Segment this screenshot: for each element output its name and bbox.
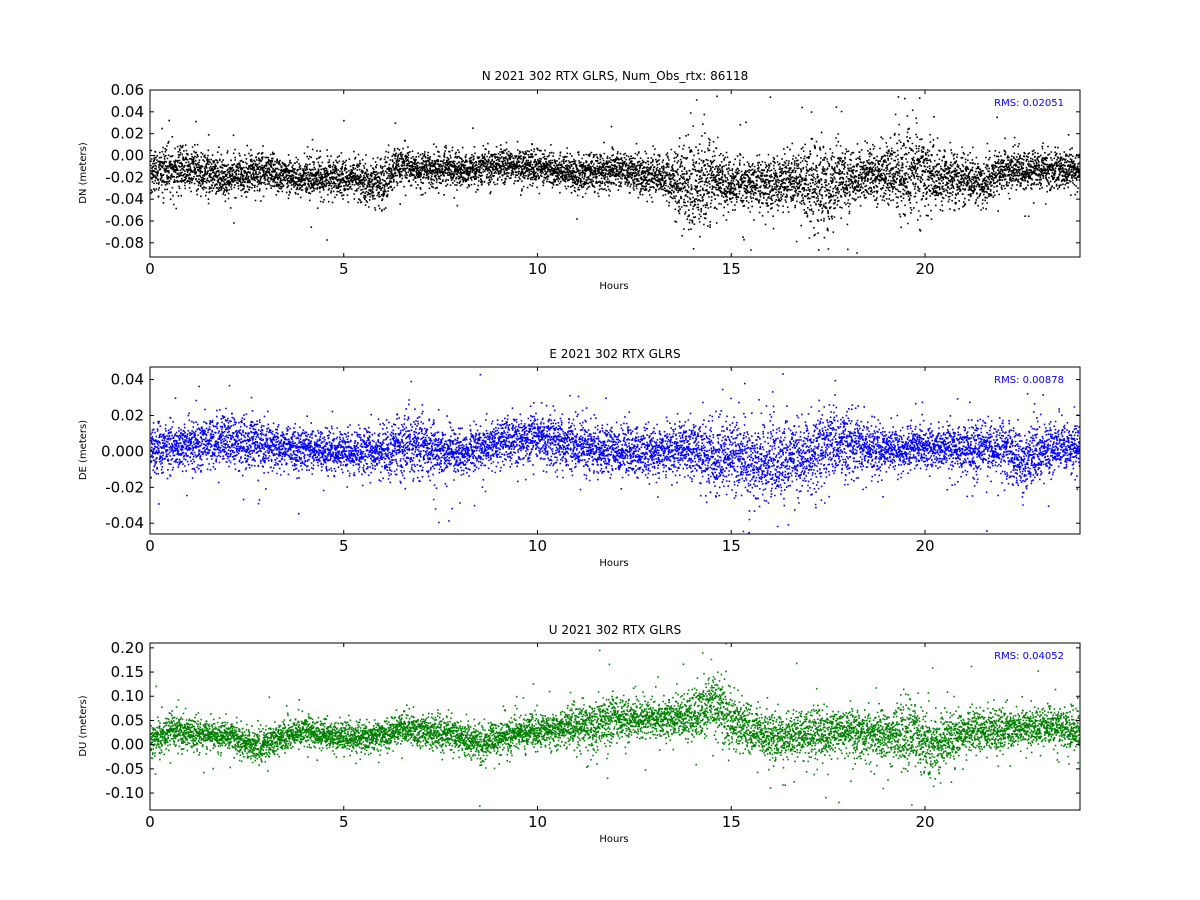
panel-up-ytick-label: 0.00 (111, 736, 144, 754)
panel-up-ylabel: DU (meters) (78, 695, 89, 756)
panel-east-xlabel: Hours (599, 558, 628, 569)
panel-up-ytick-label: 0.05 (111, 711, 144, 729)
panel-up-x-axis: 0 5 10 15 20 (145, 643, 935, 831)
panel-north-xtick-label: 10 (528, 260, 547, 278)
panel-up-xtick-label: 5 (339, 813, 349, 831)
panel-east-xtick-label: 0 (145, 537, 155, 555)
panel-north-title: N 2021 302 RTX GLRS, Num_Obs_rtx: 86118 (482, 69, 749, 83)
panel-east-xtick-label: 10 (528, 537, 547, 555)
panel-east-scatter-series (150, 373, 1080, 534)
panel-up-ytick-label: 0.10 (111, 687, 144, 705)
panel-north: N 2021 302 RTX GLRS, Num_Obs_rtx: 86118 … (78, 69, 1081, 292)
panel-north-ytick-label: -0.04 (105, 190, 144, 208)
panel-north-xtick-label: 20 (915, 260, 934, 278)
panel-up-ytick-label: -0.05 (105, 760, 144, 778)
panel-up-frame (149, 642, 1081, 811)
panel-north-ylabel: DN (meters) (78, 142, 89, 204)
panel-north-y-axis: 0.06 0.04 0.02 0.00 -0.02 -0.04 -0.06 -0.08 (105, 81, 1080, 252)
panel-east-points (150, 373, 1080, 534)
panel-east-title: E 2021 302 RTX GLRS (549, 347, 680, 361)
panel-east-ytick-label: 0.04 (111, 371, 144, 389)
panel-up-xtick-label: 0 (145, 813, 155, 831)
panel-up-title: U 2021 302 RTX GLRS (549, 623, 681, 637)
panel-east-rms: RMS: 0.00878 (994, 375, 1064, 386)
panel-north-ytick-label: -0.06 (105, 212, 144, 230)
panel-north-ytick-label: 0.02 (111, 125, 144, 143)
panel-north-scatter-series (150, 95, 1080, 254)
panel-north-xtick-label: 0 (145, 260, 155, 278)
panel-east-ytick-label: 0.02 (111, 406, 144, 424)
panel-north-xlabel: Hours (599, 281, 628, 292)
panel-up-xtick-label: 10 (528, 813, 547, 831)
panel-east-xtick-label: 15 (722, 537, 741, 555)
panel-up-ytick-label: 0.20 (111, 639, 144, 657)
panel-up-rms: RMS: 0.04052 (994, 651, 1064, 662)
panel-up-ytick-label: -0.10 (105, 784, 144, 802)
panel-north-ytick-label: 0.06 (111, 81, 144, 99)
panel-east-xtick-label: 20 (915, 537, 934, 555)
panel-north-ytick-label: 0.00 (111, 146, 144, 164)
panel-east-x-axis: 0 5 10 15 20 (145, 367, 935, 555)
panel-east: E 2021 302 RTX GLRS 0 5 10 15 20 0.040.020.0… (78, 347, 1081, 569)
panel-up: U 2021 302 RTX GLRS 0 5 10 15 20 0.20 0.15 0.1… (78, 623, 1081, 845)
panel-north-ytick-label: -0.08 (105, 234, 144, 252)
panel-north-frame (149, 89, 1081, 258)
panel-east-y-axis: 0.04 0.02 0.000 -0.02 -0.04 (101, 371, 1080, 532)
panel-east-ytick-label: -0.02 (105, 478, 144, 496)
panel-up-ytick-label: 0.15 (111, 663, 144, 681)
panel-north-points (150, 95, 1080, 254)
panel-up-xtick-label: 15 (722, 813, 741, 831)
panel-north-xtick-label: 15 (722, 260, 741, 278)
panel-up-y-axis: 0.20 0.15 0.10 0.05 0.00 -0.05 -0.10 (105, 639, 1080, 802)
panel-north-ytick-label: 0.04 (111, 103, 144, 121)
panel-north-xtick-label: 5 (339, 260, 349, 278)
panel-north-ytick-label: -0.02 (105, 168, 144, 186)
panel-up-xlabel: Hours (599, 834, 628, 845)
panel-east-frame (149, 366, 1081, 535)
panel-east-ytick-label: 0.000 (101, 442, 144, 460)
panel-up-xtick-label: 20 (915, 813, 934, 831)
panel-east-xtick-label: 5 (339, 537, 349, 555)
panel-east-ylabel: DE (meters) (78, 420, 89, 480)
panel-east-ytick-label: -0.04 (105, 514, 144, 532)
panel-north-x-axis: 0 5 10 15 20 (145, 90, 935, 278)
panel-north-rms: RMS: 0.02051 (994, 98, 1064, 109)
